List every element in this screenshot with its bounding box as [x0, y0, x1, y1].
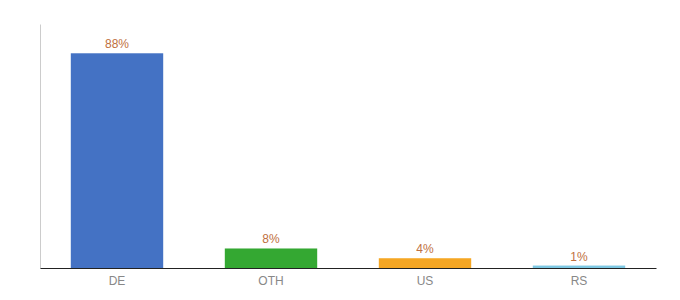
bar — [533, 266, 625, 268]
x-tick: DE — [109, 268, 126, 288]
bar — [71, 53, 163, 268]
data-label: 88% — [105, 37, 129, 51]
x-tick: OTH — [258, 268, 283, 288]
y-axis-line — [40, 25, 41, 269]
data-labels: 88% 8% 4% 1% — [105, 37, 588, 263]
plot: DE OTH US RS 88% 8% 4% 1% — [41, 25, 657, 288]
x-tick-label: RS — [571, 274, 588, 288]
x-tick: US — [417, 268, 434, 288]
bar — [379, 258, 471, 268]
data-label: 1% — [570, 250, 588, 264]
x-axis: DE OTH US RS — [41, 268, 657, 288]
data-label: 8% — [262, 232, 280, 246]
x-axis-line — [41, 268, 657, 269]
y-axis — [40, 25, 41, 269]
bar — [225, 248, 317, 268]
chart: DE OTH US RS 88% 8% 4% 1% — [0, 0, 680, 300]
x-tick-label: DE — [109, 274, 126, 288]
x-tick: RS — [571, 268, 588, 288]
x-tick-label: US — [417, 274, 434, 288]
x-tick-label: OTH — [258, 274, 283, 288]
data-label: 4% — [416, 242, 434, 256]
bars — [71, 53, 625, 268]
